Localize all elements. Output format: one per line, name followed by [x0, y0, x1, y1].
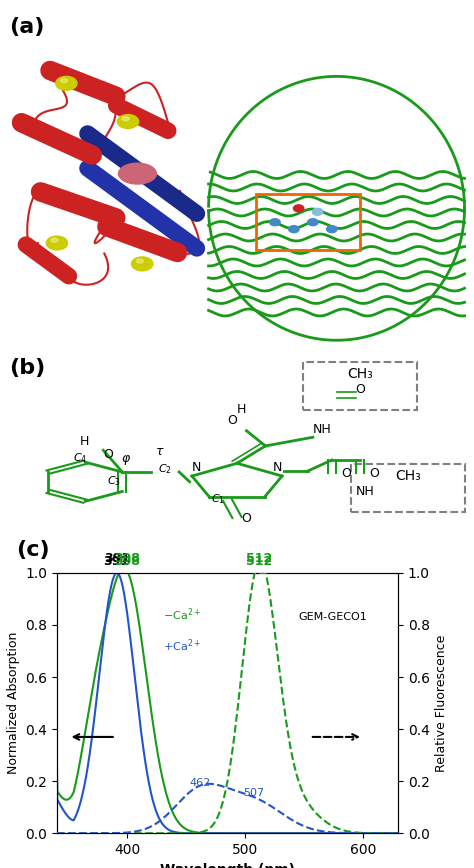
Text: 462: 462	[190, 778, 211, 788]
Ellipse shape	[51, 238, 58, 242]
Text: $\varphi$: $\varphi$	[120, 453, 131, 467]
Ellipse shape	[136, 259, 143, 263]
FancyArrowPatch shape	[50, 70, 116, 96]
Text: O: O	[242, 512, 251, 525]
Ellipse shape	[122, 116, 129, 121]
FancyArrowPatch shape	[88, 134, 197, 214]
Text: 391: 391	[103, 555, 129, 568]
Ellipse shape	[312, 208, 323, 215]
Text: 512: 512	[246, 552, 273, 565]
Ellipse shape	[118, 163, 156, 184]
FancyArrowPatch shape	[107, 227, 178, 253]
Text: H: H	[80, 435, 89, 448]
Text: $C_1$: $C_1$	[211, 492, 225, 506]
Text: (c): (c)	[16, 540, 50, 560]
Text: NH: NH	[356, 484, 374, 497]
Text: GEM-GECO1: GEM-GECO1	[298, 612, 367, 621]
Y-axis label: Relative Fluorescence: Relative Fluorescence	[436, 635, 448, 772]
Text: $C_2$: $C_2$	[158, 462, 172, 476]
Ellipse shape	[56, 76, 77, 90]
Text: 391: 391	[104, 552, 130, 565]
Y-axis label: Normalized Absorption: Normalized Absorption	[7, 632, 19, 774]
Text: $\tau$: $\tau$	[155, 444, 165, 457]
Bar	[256, 194, 360, 250]
Text: 398: 398	[115, 555, 140, 568]
Text: NH: NH	[313, 423, 332, 436]
Text: $+$Ca$^{2+}$: $+$Ca$^{2+}$	[163, 638, 201, 654]
Ellipse shape	[289, 226, 299, 233]
Ellipse shape	[293, 205, 304, 212]
FancyArrowPatch shape	[21, 122, 92, 155]
Text: (b): (b)	[9, 358, 46, 378]
Ellipse shape	[117, 115, 138, 128]
Text: N: N	[273, 461, 282, 474]
Ellipse shape	[131, 257, 153, 271]
Ellipse shape	[327, 226, 337, 233]
Text: N: N	[192, 461, 201, 474]
FancyArrowPatch shape	[26, 245, 69, 276]
Text: CH₃: CH₃	[347, 366, 373, 380]
FancyArrowPatch shape	[116, 105, 168, 131]
Text: CH₃: CH₃	[395, 469, 420, 483]
Text: 507: 507	[243, 788, 264, 799]
FancyArrowPatch shape	[88, 168, 197, 248]
Text: $C_4$: $C_4$	[73, 451, 88, 465]
Text: $-$Ca$^{2+}$: $-$Ca$^{2+}$	[163, 607, 201, 623]
Text: O: O	[228, 414, 237, 427]
FancyArrowPatch shape	[41, 192, 116, 218]
Text: (a): (a)	[9, 17, 45, 37]
Text: H: H	[237, 404, 246, 417]
Ellipse shape	[46, 236, 67, 250]
Text: $C_3$: $C_3$	[107, 474, 121, 488]
X-axis label: Wavelength (nm): Wavelength (nm)	[160, 863, 295, 868]
Ellipse shape	[270, 219, 280, 226]
Ellipse shape	[308, 219, 318, 226]
Text: 398: 398	[115, 552, 140, 565]
Text: O: O	[341, 467, 351, 480]
Text: O: O	[356, 383, 365, 396]
Text: O: O	[103, 448, 113, 461]
Text: 512: 512	[246, 555, 273, 568]
Ellipse shape	[61, 78, 67, 82]
Text: O: O	[370, 467, 379, 480]
